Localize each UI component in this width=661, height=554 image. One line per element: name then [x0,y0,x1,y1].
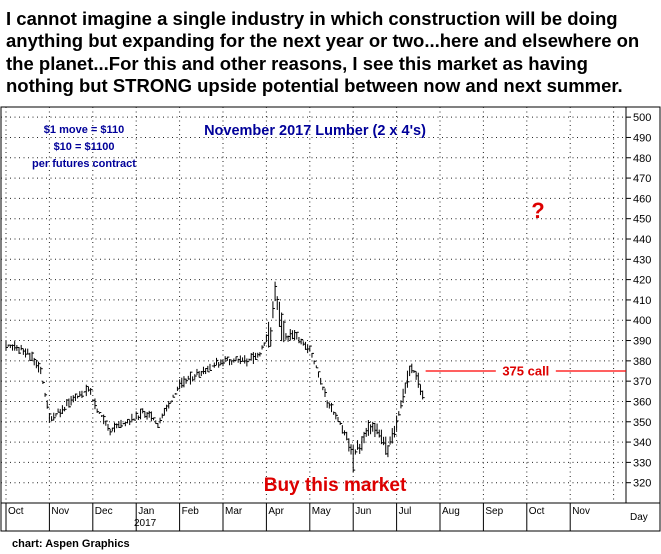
headline: I cannot imagine a single industry in wh… [6,8,640,96]
price-axis [625,106,661,504]
month-tick-label: Dec [95,506,113,517]
price-tick-label: 360 [633,396,651,408]
chart-credit: chart: Aspen Graphics [12,538,130,550]
price-tick-label: 500 [633,112,651,124]
price-tick-label: 370 [633,376,651,388]
plot-frame [0,106,627,504]
price-tick-labels: 320 330 340 350 360 370 380 390 400 410 420 430 440 4… [626,112,651,490]
price-tick-label: 490 [633,132,651,144]
month-tick-label: Sep [485,506,503,517]
chart-title: November 2017 Lumber (2 x 4's) [204,123,426,139]
price-tick-label: 330 [633,457,651,469]
month-tick-label: Aug [442,506,460,517]
price-tick-label: 320 [633,478,651,490]
month-tick-label: Jun [355,506,371,517]
price-tick-label: 350 [633,417,651,429]
year-label: 2017 [134,518,157,529]
buy-annotation: Buy this market [264,475,407,496]
price-tick-label: 340 [633,437,651,449]
month-tick-label: May [312,506,331,517]
month-tick-label: Oct [529,506,545,517]
price-tick-label: 450 [633,214,651,226]
month-tick-label: Oct [8,506,24,517]
price-tick-label: 480 [633,153,651,165]
month-tick-label: Jul [399,506,412,517]
grid [1,107,626,503]
month-tick-label: Nov [51,506,69,517]
price-tick-label: 430 [633,254,651,266]
price-tick-label: 440 [633,234,651,246]
month-tick-label: Jan [138,506,154,517]
price-tick-label: 420 [633,275,651,287]
price-tick-label: 410 [633,295,651,307]
call-label: 375 call [502,364,549,379]
axis-unit-label: Day [630,512,648,523]
month-tick-label: Mar [225,506,243,517]
month-tick-label: Feb [182,506,200,517]
price-tick-label: 400 [633,315,651,327]
contract-info-line-3: per futures contract [32,158,136,170]
month-tick-labels: Oct Nov Dec Jan Feb Mar Apr May Jun Jul Aug Sep Oct N… [5,503,590,531]
price-tick-label: 390 [633,336,651,348]
price-tick-label: 380 [633,356,651,368]
contract-info-line-2: $10 = $1100 [54,141,115,153]
contract-info-line-1: $1 move = $110 [44,124,124,136]
ohlc-series [5,281,425,473]
month-tick-label: Apr [268,506,284,517]
time-axis [0,502,661,532]
month-tick-label: Nov [572,506,590,517]
call-label-background [495,364,556,378]
lumber-price-chart: 320 330 340 350 360 370 380 390 400 410 420 430 440 4… [0,106,661,532]
question-mark: ? [531,198,544,223]
price-tick-label: 470 [633,173,651,185]
price-tick-label: 460 [633,193,651,205]
